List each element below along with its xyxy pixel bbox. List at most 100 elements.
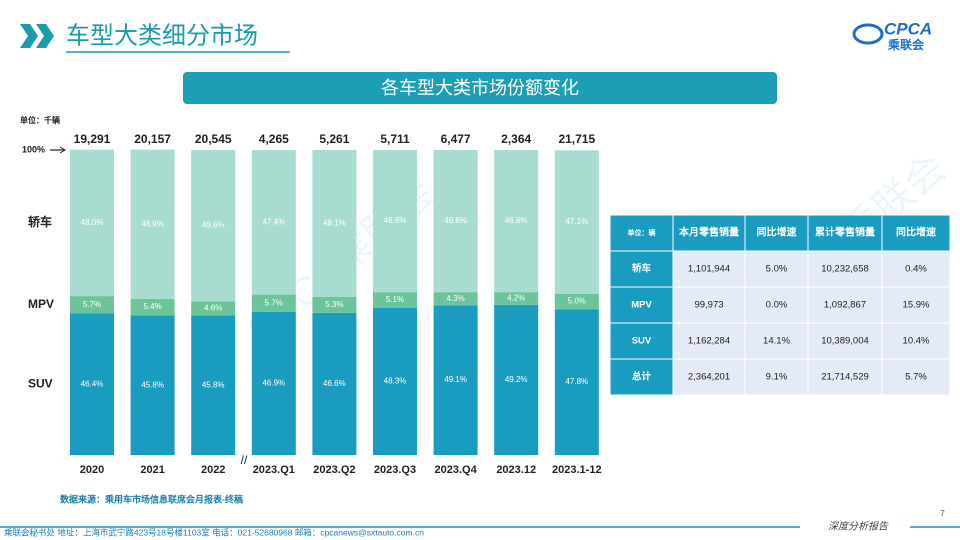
table-cell [672, 358, 746, 396]
total-label: 20,157 [134, 132, 171, 146]
header-icon [20, 24, 38, 48]
table-text: MPV [631, 300, 652, 311]
value-label: 46.6% [323, 379, 346, 388]
x-tick-label: 2022 [201, 464, 225, 476]
x-tick-label: 2023.1-12 [552, 464, 602, 476]
value-label: 45.8% [141, 380, 164, 389]
x-tick-label: 2023.12 [496, 464, 536, 476]
source: 数据来源：乘用车市场信息联席会月报表-终稿 [60, 493, 243, 504]
bar-segment [70, 149, 114, 297]
value-label: 45.8% [202, 380, 225, 389]
bar-segment [191, 301, 236, 316]
table-header: 单位：辆 [628, 228, 656, 237]
value-label: 46.4% [81, 379, 104, 388]
bar-segment [433, 150, 478, 293]
table-cell [609, 322, 674, 360]
page-number: 7 [940, 508, 945, 518]
value-label: 5.3% [325, 300, 343, 309]
bar-segment [494, 292, 539, 305]
table-header-cell [672, 214, 746, 252]
bar-segment [70, 313, 114, 455]
bar-segment [312, 150, 357, 297]
total-label: 5,711 [380, 132, 410, 146]
logo-mark [852, 23, 884, 45]
bar-segment [494, 304, 539, 455]
page-title: 车型大类细分市场 [66, 22, 258, 49]
bar-segment [251, 311, 296, 455]
bar-segment [373, 150, 417, 293]
x-tick-label: 2023.Q1 [253, 464, 295, 476]
value-label: 5.4% [143, 302, 161, 311]
table-text: 1,101,944 [688, 264, 730, 275]
table-text: 15.9% [903, 300, 930, 311]
bar-segment [312, 312, 357, 455]
table-text: 99,973 [694, 300, 723, 311]
value-label: 5.7% [265, 298, 283, 307]
table-text: 5.0% [766, 264, 788, 275]
value-label: 4.3% [446, 294, 464, 303]
x-tick-label: 2020 [80, 464, 104, 476]
x-tick-label: 2023.Q3 [374, 464, 416, 476]
table-cell [881, 286, 951, 324]
table-text: 14.1% [763, 336, 790, 347]
footer-tagline: 深度分析报告 [828, 521, 889, 533]
bar-segment [554, 150, 599, 294]
value-label: 5.1% [386, 295, 404, 304]
table-text: 9.1% [766, 372, 788, 383]
table-cell [807, 250, 883, 288]
table-text: 21,714,529 [821, 372, 869, 383]
bar-segment [191, 150, 236, 302]
bar-segment [130, 298, 175, 316]
total-label: 6,477 [441, 132, 471, 146]
table-cell [609, 358, 674, 396]
table-header-cell [744, 214, 809, 252]
x-tick-label: 2021 [140, 464, 164, 476]
table-cell [881, 250, 951, 288]
value-label: 48.3% [384, 376, 407, 385]
table-header: 同比增速 [896, 226, 936, 239]
total-label: 5,261 [319, 132, 349, 146]
table-header: 同比增速 [757, 226, 797, 239]
series-label: SUV [28, 376, 53, 390]
footer-address: 乘联会秘书处 地址：上海市武宁路423号18号楼1103室 电话：021-526… [4, 527, 424, 537]
table-cell [744, 322, 809, 360]
bar-segment [130, 315, 175, 455]
banner [183, 72, 777, 104]
value-label: 48.1% [323, 218, 346, 227]
table-header: 本月零售销量 [679, 226, 739, 239]
bar-segment [494, 150, 539, 293]
bar-segment [373, 292, 417, 308]
table-text: SUV [632, 336, 652, 347]
series-label: 轿车 [28, 214, 52, 229]
table-text: 5.7% [905, 372, 927, 383]
bar-segment [70, 296, 114, 314]
total-label: 2,364 [501, 132, 531, 146]
table-text: 10,389,004 [821, 336, 869, 347]
value-label: 46.6% [384, 216, 407, 225]
bar-segment [191, 315, 236, 455]
table-cell [744, 250, 809, 288]
total-label: 21,715 [558, 132, 595, 146]
total-label: 19,291 [74, 132, 111, 146]
table-cell [807, 358, 883, 396]
header-icon [36, 24, 54, 48]
value-label: 47.4% [262, 217, 285, 226]
value-label: 47.8% [565, 377, 588, 386]
table-text: 总计 [632, 371, 652, 383]
x-tick-label: 2023.Q4 [434, 464, 477, 476]
value-label: 4.6% [204, 303, 222, 312]
value-label: 48.9% [141, 219, 164, 228]
logo-sub: 乘联会 [887, 37, 925, 52]
table-cell [744, 358, 809, 396]
axis-break: // [241, 453, 248, 467]
banner-text: 各车型大类市场份额变化 [381, 78, 579, 98]
bar-segment [251, 150, 296, 295]
value-label: 5.7% [83, 300, 101, 309]
table-text: 2,364,201 [688, 372, 730, 383]
value-label: 46.6% [505, 216, 528, 225]
table-text: 10,232,658 [821, 264, 869, 275]
table-text: 1,092,867 [824, 300, 866, 311]
arrow-head [59, 146, 66, 154]
table-cell [609, 250, 674, 288]
